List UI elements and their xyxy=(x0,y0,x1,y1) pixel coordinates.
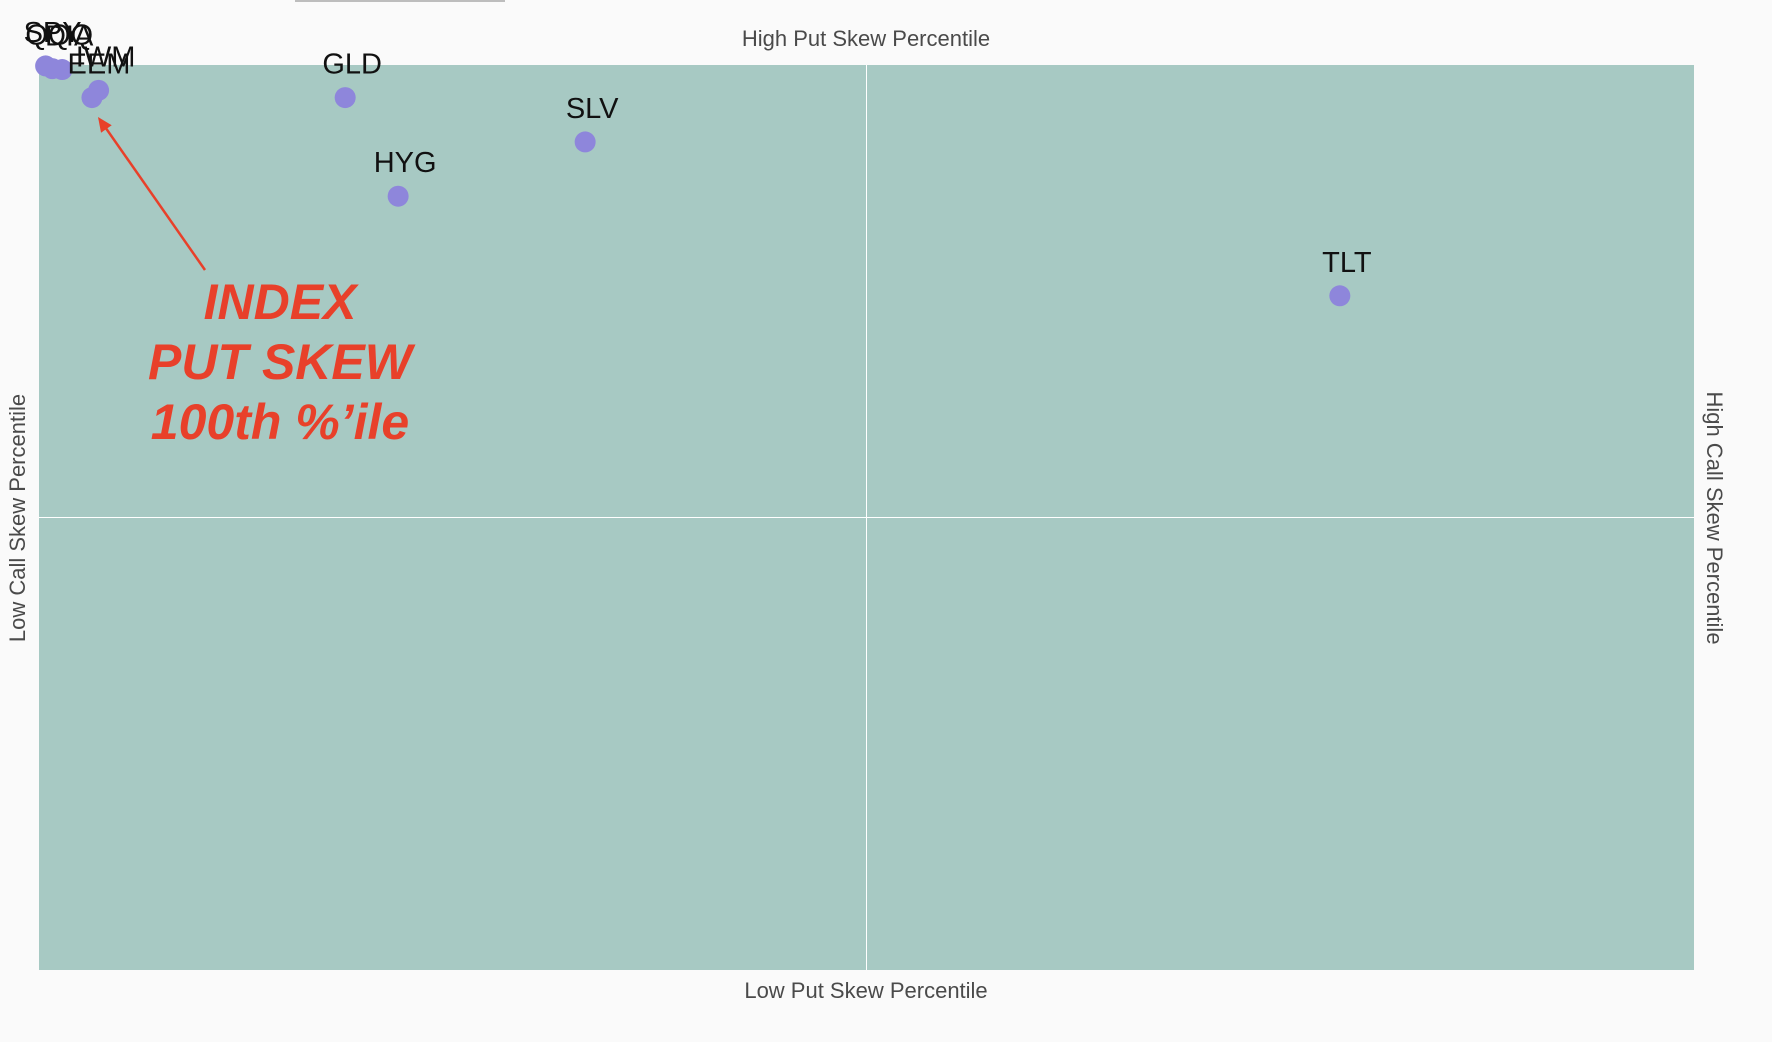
point-slv xyxy=(574,131,596,153)
point-gld xyxy=(334,87,356,109)
point-label-spy: SPY xyxy=(24,17,82,49)
point-label-iwm: IWM xyxy=(76,41,136,73)
point-tlt xyxy=(1329,285,1351,307)
point-hyg xyxy=(387,185,409,207)
arrow-shaft xyxy=(101,123,207,271)
point-label-gld: GLD xyxy=(322,49,382,81)
point-label-slv: SLV xyxy=(566,93,619,125)
index-put-skew-annotation: INDEX PUT SKEW 100th %’ile xyxy=(120,272,440,452)
left-axis-label: Low Call Skew Percentile xyxy=(5,393,30,643)
point-label-dia: DIA xyxy=(45,21,94,53)
annotation-line-3: 100th %’ile xyxy=(150,394,410,450)
top-tab-edge xyxy=(295,0,505,2)
point-dia xyxy=(51,59,73,81)
annotation-arrow xyxy=(98,117,207,271)
point-label-hyg: HYG xyxy=(374,147,437,179)
arrow-head xyxy=(98,117,112,133)
right-axis-label: High Call Skew Percentile xyxy=(1702,391,1727,645)
point-label-tlt: TLT xyxy=(1322,247,1372,279)
annotation-line-2: PUT SKEW xyxy=(148,334,412,390)
points-layer xyxy=(35,55,1351,307)
point-label-qqq: QQQ xyxy=(25,20,93,52)
bottom-axis-label: Low Put Skew Percentile xyxy=(744,978,988,1003)
annotation-line-1: INDEX xyxy=(203,274,357,330)
top-axis-label: High Put Skew Percentile xyxy=(741,26,991,51)
point-eem xyxy=(81,87,103,109)
point-label-eem: EEM xyxy=(68,49,131,81)
